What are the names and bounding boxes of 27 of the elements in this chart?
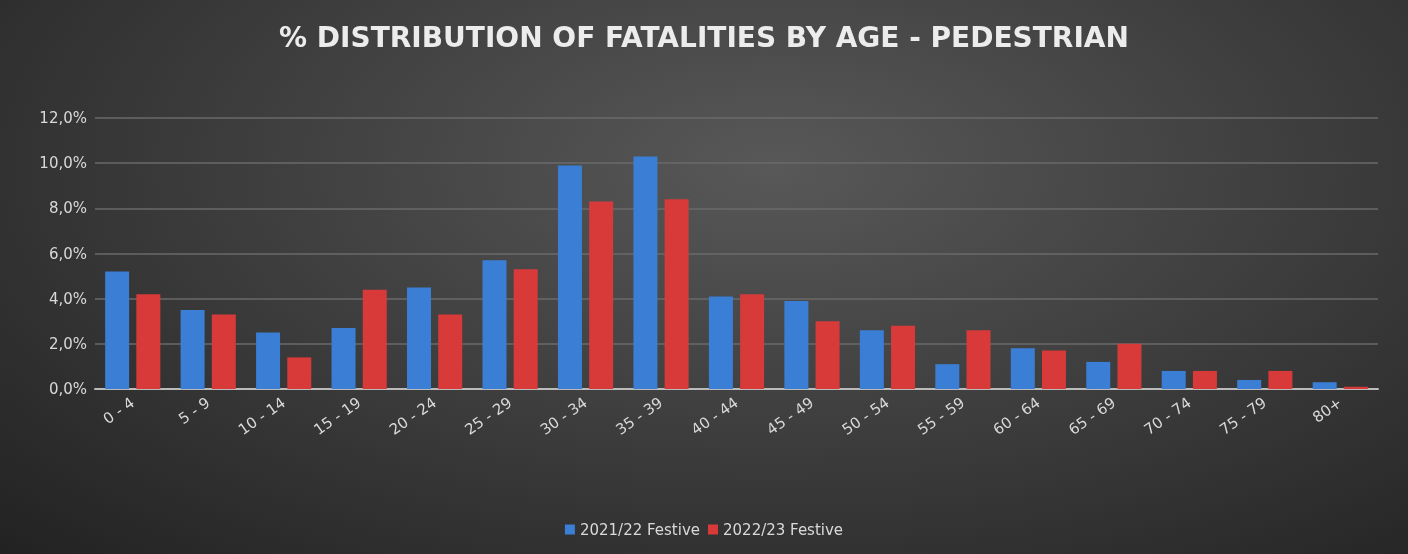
chart-title: % DISTRIBUTION OF FATALITIES BY AGE - PEDESTRIAN bbox=[279, 20, 1129, 54]
y-tick-label: 2,0% bbox=[48, 334, 87, 353]
y-tick-label: 4,0% bbox=[48, 289, 87, 308]
legend-label: 2022/23 Festive bbox=[723, 520, 844, 539]
x-tick-label: 75 - 79 bbox=[1216, 393, 1270, 439]
y-tick-label: 10,0% bbox=[39, 154, 87, 173]
x-tick-label: 30 - 34 bbox=[536, 393, 591, 439]
y-tick-label: 12,0% bbox=[39, 109, 87, 127]
x-tick-label: 50 - 54 bbox=[838, 393, 893, 439]
y-tick-label: 8,0% bbox=[48, 199, 87, 218]
y-tick-label: 0,0% bbox=[48, 380, 87, 398]
x-tick-label: 40 - 44 bbox=[687, 393, 742, 439]
x-tick-label: 0 - 4 bbox=[99, 393, 138, 428]
x-tick-label: 15 - 19 bbox=[310, 393, 365, 439]
y-tick-label: 6,0% bbox=[48, 244, 87, 263]
legend-label: 2021/22 Festive bbox=[579, 520, 701, 539]
x-tick-label: 20 - 24 bbox=[385, 393, 440, 439]
x-tick-label: 10 - 14 bbox=[235, 393, 289, 439]
x-tick-label: 55 - 59 bbox=[914, 393, 969, 439]
x-tick-label: 5 - 9 bbox=[175, 393, 214, 428]
x-tick-label: 70 - 74 bbox=[1140, 393, 1195, 439]
x-tick-label: 80+ bbox=[1309, 393, 1346, 427]
x-tick-label: 60 - 64 bbox=[989, 393, 1044, 439]
x-tick-label: 65 - 69 bbox=[1065, 393, 1120, 439]
x-tick-label: 25 - 29 bbox=[461, 393, 516, 439]
x-tick-label: 35 - 39 bbox=[612, 393, 667, 439]
x-tick-label: 45 - 49 bbox=[763, 393, 818, 439]
